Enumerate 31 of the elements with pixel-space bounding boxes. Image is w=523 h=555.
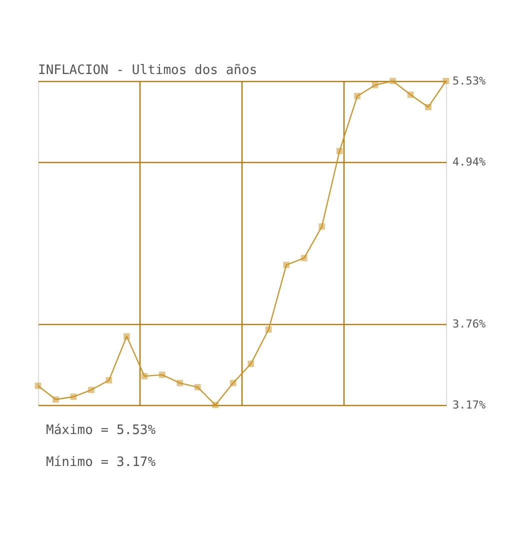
text: Mínimo = 3.17% (46, 455, 156, 470)
point (88, 386, 94, 394)
point (318, 223, 325, 230)
y-tick-label: 3.17% (452, 398, 486, 412)
point (265, 326, 272, 333)
y-tick-label: 4.94% (452, 156, 486, 168)
point (159, 372, 166, 378)
point (212, 402, 219, 408)
point (141, 373, 148, 380)
point (70, 394, 77, 400)
point (390, 78, 396, 84)
point (52, 396, 59, 403)
chart-title: INFLACION - Ultimos dos años (38, 63, 258, 78)
point (124, 333, 130, 340)
point (407, 92, 414, 98)
point (425, 104, 432, 110)
point (248, 360, 254, 367)
point (300, 254, 308, 262)
point (34, 382, 42, 389)
point (176, 380, 184, 386)
text: Máximo = 5.53% (46, 423, 156, 438)
y-tick-label: 3.76% (452, 318, 486, 330)
point (230, 380, 236, 386)
y-tick-label: 5.53% (452, 74, 486, 88)
point (194, 384, 201, 390)
point (283, 262, 290, 268)
point (354, 92, 360, 100)
point (106, 377, 112, 384)
point (442, 78, 450, 84)
point (336, 148, 343, 154)
point (372, 82, 378, 88)
